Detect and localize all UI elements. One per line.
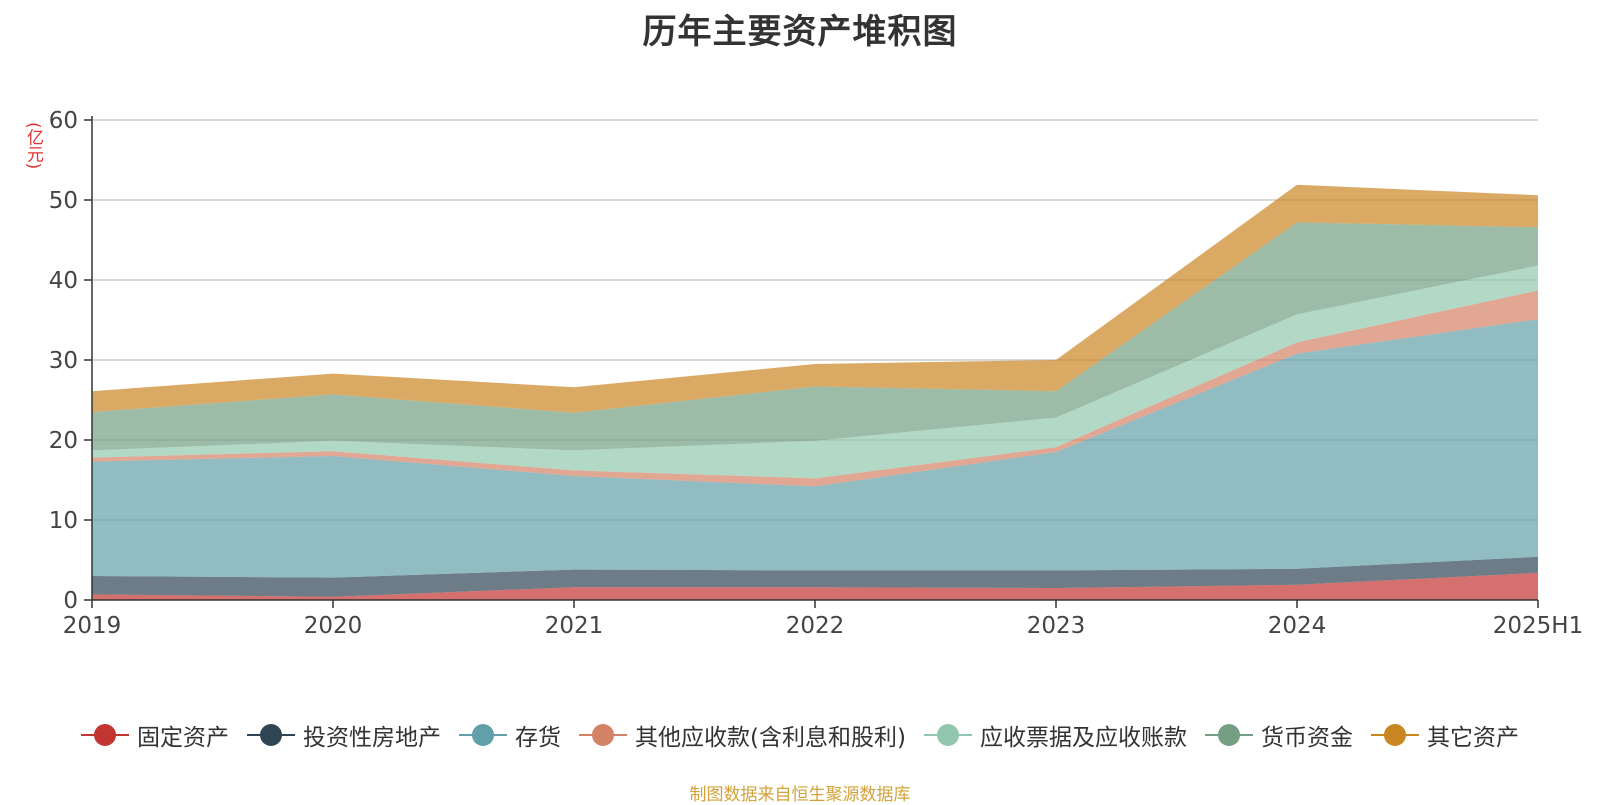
legend-marker-icon bbox=[459, 723, 508, 747]
area-投资性房地产 bbox=[92, 556, 1538, 597]
area-货币资金 bbox=[92, 222, 1538, 451]
legend-marker-icon bbox=[247, 723, 296, 747]
legend-item[interactable]: 其它资产 bbox=[1370, 718, 1519, 752]
y-tick-label: 10 bbox=[49, 508, 78, 534]
x-tick-label: 2024 bbox=[1268, 613, 1327, 639]
legend-marker-icon bbox=[579, 723, 628, 747]
legend-item[interactable]: 存货 bbox=[459, 718, 561, 752]
y-tick-label: 20 bbox=[49, 428, 78, 454]
legend-label: 应收票据及应收账款 bbox=[979, 725, 1187, 751]
y-tick-label: 50 bbox=[49, 188, 78, 214]
legend-marker-icon bbox=[1204, 723, 1253, 747]
legend-marker-icon bbox=[1370, 723, 1419, 747]
legend-label: 货币资金 bbox=[1260, 725, 1353, 751]
legend-label: 其他应收款(含利息和股利) bbox=[635, 725, 906, 751]
x-tick-label: 2020 bbox=[304, 613, 363, 639]
legend-item[interactable]: 应收票据及应收账款 bbox=[923, 718, 1187, 752]
y-tick-label: 60 bbox=[49, 108, 78, 134]
legend-label: 固定资产 bbox=[137, 725, 230, 751]
x-tick-label: 2019 bbox=[63, 613, 122, 639]
legend-label: 存货 bbox=[515, 725, 562, 751]
chart-legend: 固定资产 投资性房地产 存货 其他应收款(含利息和股利) 应收票据及应收账款 货币资金 其它… bbox=[0, 718, 1600, 753]
legend-marker-icon bbox=[923, 723, 972, 747]
area-存货 bbox=[92, 319, 1538, 578]
x-tick-label: 2023 bbox=[1027, 613, 1086, 639]
legend-item[interactable]: 固定资产 bbox=[81, 718, 229, 752]
data-source-note: 制图数据来自恒生聚源数据库 bbox=[689, 785, 911, 805]
y-tick-label: 40 bbox=[49, 268, 78, 294]
legend-item[interactable]: 其他应收款(含利息和股利) bbox=[579, 718, 906, 752]
y-tick-label: 0 bbox=[63, 588, 78, 614]
area-其它资产 bbox=[92, 184, 1538, 413]
legend-item[interactable]: 投资性房地产 bbox=[247, 718, 441, 752]
chart-title: 历年主要资产堆积图 bbox=[642, 12, 958, 52]
y-axis-unit-label: (亿元) bbox=[23, 122, 43, 170]
x-tick-label: 2021 bbox=[545, 613, 604, 639]
area-series bbox=[92, 184, 1538, 600]
x-tick-label: 2025H1 bbox=[1493, 613, 1583, 639]
area-固定资产 bbox=[92, 572, 1538, 600]
y-tick-label: 30 bbox=[49, 348, 78, 374]
axes: 0 10 20 30 40 50 60 2019 2020 2021 2022 2023 2024 202… bbox=[49, 108, 1584, 639]
legend-marker-icon bbox=[81, 723, 130, 747]
legend-label: 其它资产 bbox=[1426, 725, 1519, 751]
legend-label: 投资性房地产 bbox=[303, 725, 442, 751]
legend-item[interactable]: 货币资金 bbox=[1204, 718, 1353, 752]
x-tick-label: 2022 bbox=[786, 613, 845, 639]
